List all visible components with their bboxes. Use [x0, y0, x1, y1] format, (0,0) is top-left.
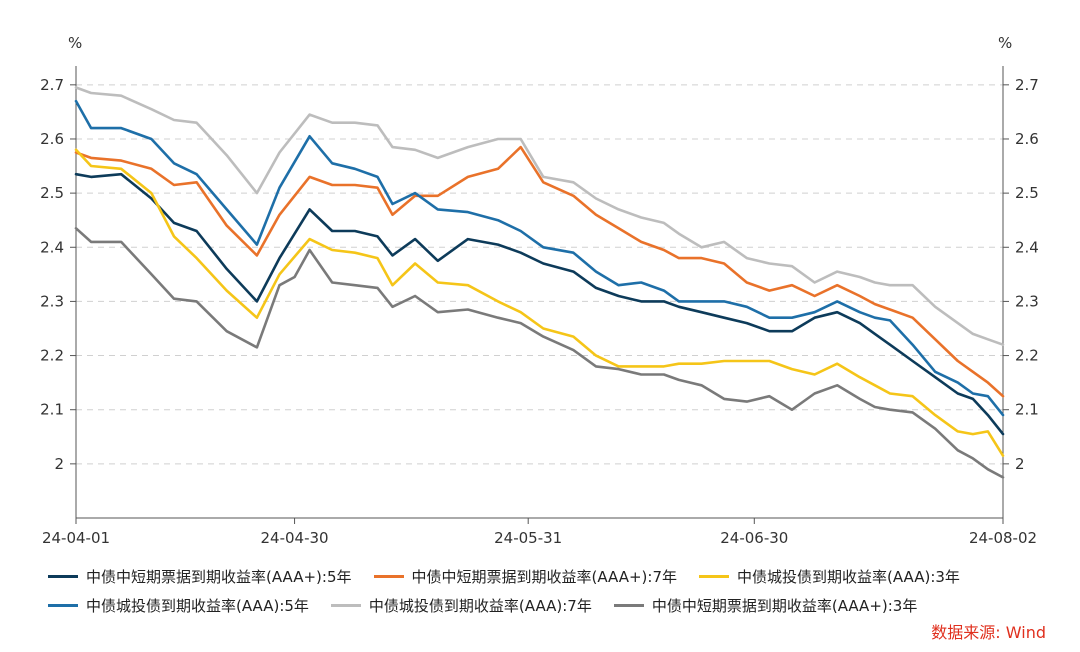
gridlines: [76, 84, 1003, 465]
y-tick-label-right: 2.4: [1015, 238, 1039, 256]
y-tick-label-right: 2.1: [1015, 401, 1039, 419]
tick-labels: 2.7 2.7 2.6 2.6 2.5 2.5 2.4 2.4 2.3 2.3 2.2 2.2 2.1 2…: [40, 34, 1039, 547]
legend-row-2: 中债城投债到期收益率(AAA):5年 中债城投债到期收益率(AAA):7年 中债…: [48, 591, 1058, 620]
legend-row-1: 中债中短期票据到期收益率(AAA+):5年 中债中短期票据到期收益率(AAA+)…: [48, 562, 1058, 591]
legend: 中债中短期票据到期收益率(AAA+):5年 中债中短期票据到期收益率(AAA+)…: [48, 562, 1058, 620]
y-tick-label-left: 2.3: [40, 292, 64, 310]
x-tick-label: 24-04-30: [261, 529, 329, 547]
y-tick-label-left: 2.2: [40, 347, 64, 365]
x-tick-label: 24-08-02: [969, 529, 1037, 547]
y-unit-right: %: [998, 34, 1012, 52]
legend-label: 中债中短期票据到期收益率(AAA+):5年: [86, 568, 352, 586]
legend-swatch: [48, 575, 78, 578]
y-tick-label-right: 2.2: [1015, 347, 1039, 365]
legend-item-lgfv-3y[interactable]: 中债城投债到期收益率(AAA):3年: [699, 566, 960, 587]
x-tick-label: 24-05-31: [494, 529, 562, 547]
series-lines: [74, 86, 1005, 479]
line-chart: 2.7 2.7 2.6 2.6 2.5 2.5 2.4 2.4 2.3 2.3 2.2 2.2 2.1 2…: [40, 34, 1039, 547]
legend-swatch: [48, 604, 78, 607]
legend-label: 中债城投债到期收益率(AAA):5年: [86, 597, 309, 615]
legend-item-mtn-3y[interactable]: 中债中短期票据到期收益率(AAA+):3年: [613, 595, 918, 616]
legend-label: 中债城投债到期收益率(AAA):7年: [368, 597, 592, 615]
y-tick-label-right: 2.3: [1015, 292, 1039, 310]
series-line-0: [74, 172, 1005, 436]
y-tick-label-left: 2.1: [40, 401, 64, 419]
y-tick-label-right: 2.7: [1015, 76, 1039, 94]
legend-swatch: [699, 575, 729, 578]
y-tick-label-right: 2: [1015, 455, 1025, 473]
legend-item-mtn-7y[interactable]: 中债中短期票据到期收益率(AAA+):7年: [373, 566, 678, 587]
axes: [70, 66, 1009, 524]
y-tick-label-left: 2: [54, 455, 64, 473]
y-unit-left: %: [68, 34, 82, 52]
series-line-3: [74, 99, 1005, 417]
y-tick-label-left: 2.5: [40, 184, 64, 202]
legend-swatch: [373, 575, 404, 578]
y-tick-label-left: 2.7: [40, 76, 64, 94]
y-tick-label-left: 2.4: [40, 238, 64, 256]
legend-label: 中债中短期票据到期收益率(AAA+):7年: [411, 568, 678, 586]
legend-swatch: [330, 604, 361, 607]
series-line-1: [74, 145, 1005, 398]
legend-item-lgfv-5y[interactable]: 中债城投债到期收益率(AAA):5年: [48, 595, 309, 616]
legend-item-mtn-5y[interactable]: 中债中短期票据到期收益率(AAA+):5年: [48, 566, 352, 587]
legend-label: 中债城投债到期收益率(AAA):3年: [737, 568, 960, 586]
x-tick-label: 24-06-30: [720, 529, 788, 547]
y-tick-label-right: 2.6: [1015, 130, 1039, 148]
legend-item-lgfv-7y[interactable]: 中债城投债到期收益率(AAA):7年: [330, 595, 592, 616]
y-tick-label-left: 2.6: [40, 130, 64, 148]
x-tick-label: 24-04-01: [42, 529, 110, 547]
y-tick-label-right: 2.5: [1015, 184, 1039, 202]
legend-label: 中债中短期票据到期收益率(AAA+):3年: [651, 597, 918, 615]
legend-swatch: [613, 604, 644, 607]
series-line-4: [74, 86, 1005, 347]
source-note: 数据来源: Wind: [931, 623, 1046, 642]
series-line-5: [74, 227, 1005, 479]
series-line-2: [74, 148, 1005, 458]
